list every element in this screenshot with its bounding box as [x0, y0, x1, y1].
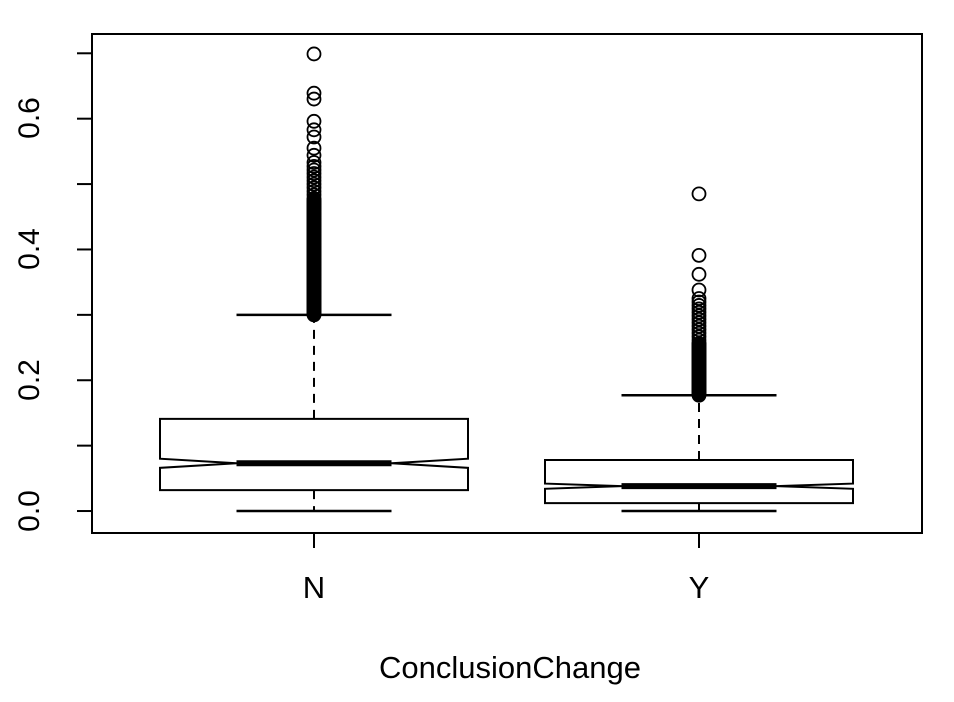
boxplot-box-n	[159, 417, 469, 492]
x-category-label-y: Y	[688, 570, 710, 605]
outlier-point	[306, 46, 322, 62]
outlier-point	[306, 169, 322, 185]
y-tick-label: 0.4	[13, 228, 46, 270]
outlier-point	[306, 173, 322, 189]
outlier-point	[306, 192, 322, 208]
outlier-point	[691, 266, 707, 282]
x-axis-title: ConclusionChange	[379, 650, 641, 685]
outlier-point	[691, 282, 707, 298]
y-tick-label: 0.6	[13, 97, 46, 139]
outlier-point	[306, 166, 322, 181]
outlier-point	[306, 122, 322, 138]
outlier-point	[306, 162, 322, 178]
x-category-label-n: N	[302, 570, 326, 605]
outlier-point	[306, 159, 322, 174]
outlier-point	[306, 113, 322, 129]
outlier-point	[306, 155, 322, 170]
outlier-point	[306, 91, 322, 107]
outlier-point	[306, 85, 322, 101]
outlier-point	[306, 147, 322, 163]
y-tick-label: 0.0	[13, 490, 46, 532]
outlier-point	[691, 291, 707, 306]
boxplot-box-y	[544, 459, 854, 505]
outlier-point	[691, 336, 707, 352]
outlier-point	[306, 129, 322, 145]
outlier-point	[691, 247, 707, 263]
outlier-point	[306, 140, 322, 156]
outlier-point	[306, 176, 322, 192]
outlier-point	[691, 186, 707, 202]
y-tick-label: 0.2	[13, 359, 46, 401]
plot-border	[91, 33, 923, 534]
